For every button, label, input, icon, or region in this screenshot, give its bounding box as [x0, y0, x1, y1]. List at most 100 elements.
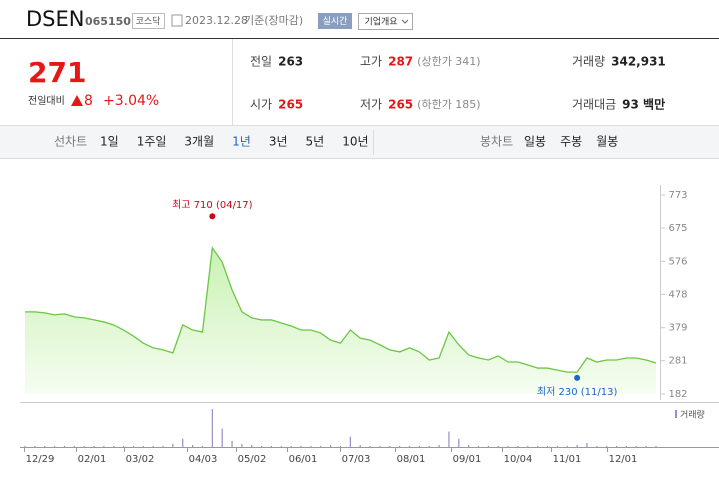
y-tick-label: 675: [668, 223, 687, 234]
stat-label: 거래량: [572, 55, 605, 69]
volume-bar: [270, 445, 273, 447]
volume-bar: [655, 445, 657, 447]
extreme-label: 최고 710 (04/17): [172, 199, 253, 211]
stock-name: DSEN: [26, 7, 84, 31]
candle-tab[interactable]: 일봉: [524, 135, 546, 149]
volume-bar: [438, 444, 440, 447]
volume-bar: [261, 445, 263, 447]
calendar-icon: [171, 14, 183, 27]
volume-bar: [280, 445, 282, 447]
volume-bar: [201, 445, 204, 447]
x-tick-label: 05/02: [238, 454, 267, 465]
company[interactable]: 기업개요: [364, 17, 397, 28]
x-tick-label: 11/01: [553, 454, 582, 465]
market-badge: [132, 13, 165, 29]
volume-bar: [507, 445, 509, 447]
stat-value: 93 백만: [622, 97, 665, 112]
extreme-dot: [574, 374, 581, 381]
change-pct: +3.04%: [103, 93, 159, 109]
volume-bar: [132, 445, 135, 447]
basis: 기준(장마감): [244, 14, 303, 27]
volume-bar: [24, 445, 26, 447]
volume-bar: [122, 445, 125, 447]
volume-bar: [408, 445, 411, 447]
volume-bar: [211, 409, 213, 447]
volume-bar: [221, 428, 223, 447]
volume-bar: [448, 431, 450, 447]
period-tab[interactable]: 1주일: [137, 135, 167, 149]
tab-bar: [0, 126, 719, 158]
x-tick-label: 07/03: [342, 454, 371, 465]
x-tick-label: 04/03: [189, 454, 218, 465]
volume-bar: [63, 445, 66, 447]
y-tick-label: 379: [668, 323, 687, 334]
volume-bar: [537, 445, 539, 447]
volume-bar: [369, 445, 371, 447]
stat-label: 거래대금: [572, 98, 616, 112]
stat-value: 287: [388, 55, 413, 69]
period-tab[interactable]: 3년: [269, 135, 288, 149]
line-chart-label: 선차트: [54, 135, 87, 149]
volume-bar: [53, 445, 56, 447]
volume-bar: [310, 445, 312, 447]
volume-bar: [517, 445, 519, 447]
period-tab[interactable]: 5년: [306, 135, 325, 149]
volume-bar: [142, 445, 144, 447]
stat-label: 저가: [360, 98, 382, 112]
realtime[interactable]: 실시간: [323, 16, 348, 27]
volume-bar: [625, 445, 628, 447]
volume-bar: [231, 440, 233, 447]
up-arrow: [71, 95, 83, 106]
volume-bar: [93, 445, 95, 447]
y-tick-label: 576: [668, 256, 687, 267]
stat-value: 265: [278, 98, 303, 112]
volume-bar: [418, 445, 420, 447]
volume-bar: [349, 436, 351, 447]
volume-bar: [241, 443, 243, 447]
candle-tab[interactable]: 주봉: [560, 135, 582, 149]
x-tick-label: 12/29: [26, 454, 55, 465]
candle-tab[interactable]: 월봉: [596, 135, 618, 149]
stat-extra: (하한가 185): [417, 97, 480, 111]
extreme-label: 최저 230 (11/13): [537, 386, 618, 398]
period-tab[interactable]: 10년: [342, 135, 368, 149]
x-tick-label: 10/04: [504, 454, 533, 465]
y-tick-label: 773: [668, 190, 687, 201]
x-tick-label: 09/01: [453, 454, 482, 465]
volume-bar: [615, 445, 618, 447]
volume-bar: [182, 438, 184, 447]
stat-value: 265: [388, 98, 413, 112]
volume-bar: [152, 445, 154, 447]
volume-bar: [379, 445, 381, 447]
volume-bar: [576, 444, 578, 447]
volume-bar: [34, 445, 36, 447]
extreme-dot: [209, 213, 216, 220]
stock-code: 065150: [85, 15, 131, 28]
company-button[interactable]: [358, 13, 413, 30]
stat-label: 고가: [360, 55, 382, 69]
volume-bar: [389, 445, 391, 447]
period-tab[interactable]: 1일: [100, 135, 119, 149]
y-tick-label: 281: [668, 356, 687, 367]
volume-bar: [606, 445, 608, 447]
volume-bar: [172, 443, 174, 447]
realtime-badge[interactable]: [318, 13, 352, 29]
volume-bar: [290, 445, 292, 447]
period-tab[interactable]: 1년: [232, 135, 251, 149]
volume-bar: [399, 445, 401, 447]
volume-bar: [477, 445, 480, 447]
volume-legend: 거래량: [680, 409, 705, 421]
volume-legend-swatch: [675, 410, 677, 418]
change: 8: [84, 93, 93, 109]
volume-bar: [546, 445, 549, 447]
candle-chart-label: 봉차트: [480, 135, 513, 149]
volume-bar: [192, 444, 194, 447]
volume-bar: [103, 445, 105, 447]
x-tick-label: 06/01: [289, 454, 318, 465]
period-tab[interactable]: 3개월: [184, 135, 214, 149]
volume-bar: [162, 445, 164, 447]
volume-bar: [566, 445, 568, 447]
volume-bar: [339, 445, 342, 447]
area: [25, 247, 656, 394]
volume-bar: [556, 445, 559, 447]
